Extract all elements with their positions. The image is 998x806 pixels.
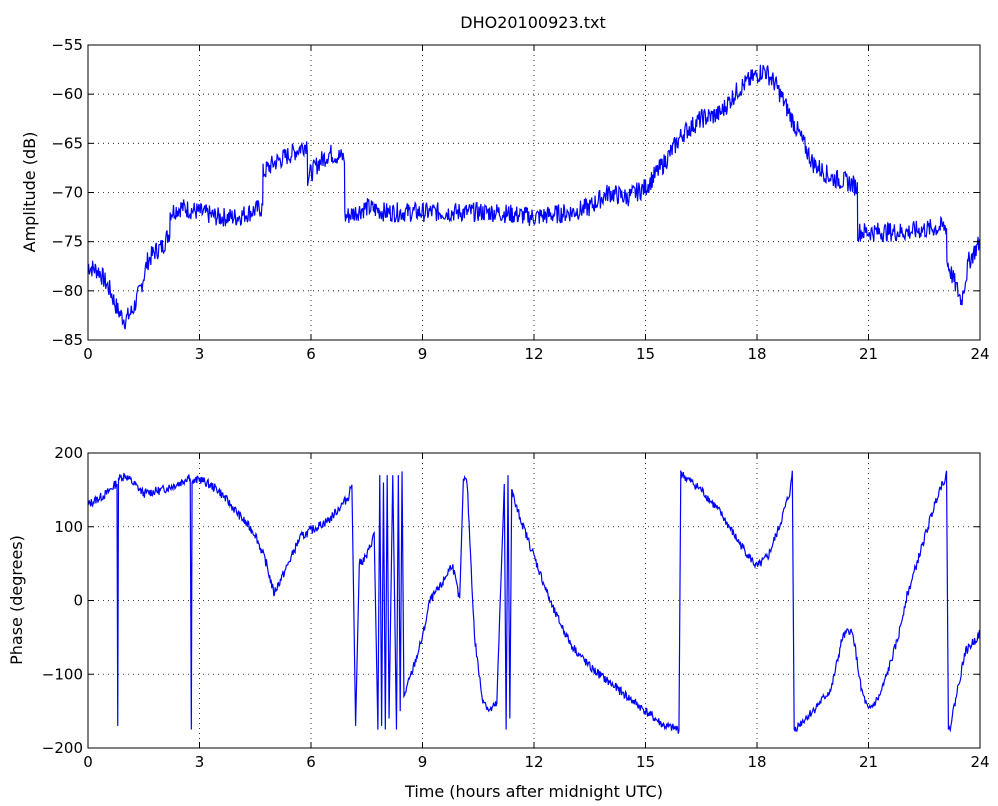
amplitude-grid xyxy=(88,45,980,340)
phase-x-tick-label: 21 xyxy=(859,753,878,771)
phase-x-tick-label: 3 xyxy=(195,753,205,771)
amplitude-x-tick-label: 15 xyxy=(636,345,655,363)
amplitude-x-tick-label: 24 xyxy=(970,345,989,363)
phase-y-tick-label: 100 xyxy=(54,518,83,536)
amplitude-y-tick-label: −55 xyxy=(51,36,83,54)
amplitude-x-tick-label: 0 xyxy=(83,345,93,363)
phase-y-axis-label: Phase (degrees) xyxy=(7,535,26,665)
amplitude-x-tick-label: 3 xyxy=(195,345,205,363)
phase-x-tick-label: 24 xyxy=(970,753,989,771)
amplitude-y-tick-label: −65 xyxy=(51,134,83,152)
amplitude-x-tick-label: 18 xyxy=(747,345,766,363)
amplitude-x-tick-label: 21 xyxy=(859,345,878,363)
amplitude-ticks: 0 3 6 9 12 15 18 21 24 −85 −80 −75 −70 −65 −60 −55 xyxy=(51,36,989,363)
amplitude-y-tick-label: −75 xyxy=(51,233,83,251)
phase-grid xyxy=(88,453,980,748)
amplitude-series-line xyxy=(87,64,981,330)
phase-x-tick-label: 18 xyxy=(747,753,766,771)
amplitude-y-tick-label: −80 xyxy=(51,282,83,300)
phase-x-tick-label: 15 xyxy=(636,753,655,771)
phase-y-tick-label: −100 xyxy=(42,665,83,683)
phase-x-tick-label: 6 xyxy=(306,753,316,771)
amplitude-y-axis-label: Amplitude (dB) xyxy=(20,132,39,253)
amplitude-x-tick-label: 9 xyxy=(418,345,428,363)
amplitude-y-tick-label: −60 xyxy=(51,85,83,103)
phase-ticks: 0 3 6 9 12 15 18 21 24 −200 −100 0 100 200 xyxy=(42,444,990,771)
chart-title: DHO20100923.txt xyxy=(460,13,605,32)
amplitude-y-tick-label: −70 xyxy=(51,184,83,202)
phase-y-tick-label: −200 xyxy=(42,739,83,757)
phase-series-line xyxy=(87,469,981,734)
phase-x-axis-label: Time (hours after midnight UTC) xyxy=(404,782,663,801)
amplitude-y-tick-label: −85 xyxy=(51,331,83,349)
phase-x-tick-label: 0 xyxy=(83,753,93,771)
amplitude-x-tick-label: 6 xyxy=(306,345,316,363)
phase-x-tick-label: 9 xyxy=(418,753,428,771)
phase-y-tick-label: 0 xyxy=(73,592,83,610)
phase-plot: 0 3 6 9 12 15 18 21 24 −200 −100 0 100 200 Phase (deg… xyxy=(7,444,990,801)
amplitude-plot: 0 3 6 9 12 15 18 21 24 −85 −80 −75 −70 −65 −60 −55 Ampl… xyxy=(20,36,990,363)
phase-x-tick-label: 12 xyxy=(524,753,543,771)
phase-y-tick-label: 200 xyxy=(54,444,83,462)
amplitude-x-tick-label: 12 xyxy=(524,345,543,363)
